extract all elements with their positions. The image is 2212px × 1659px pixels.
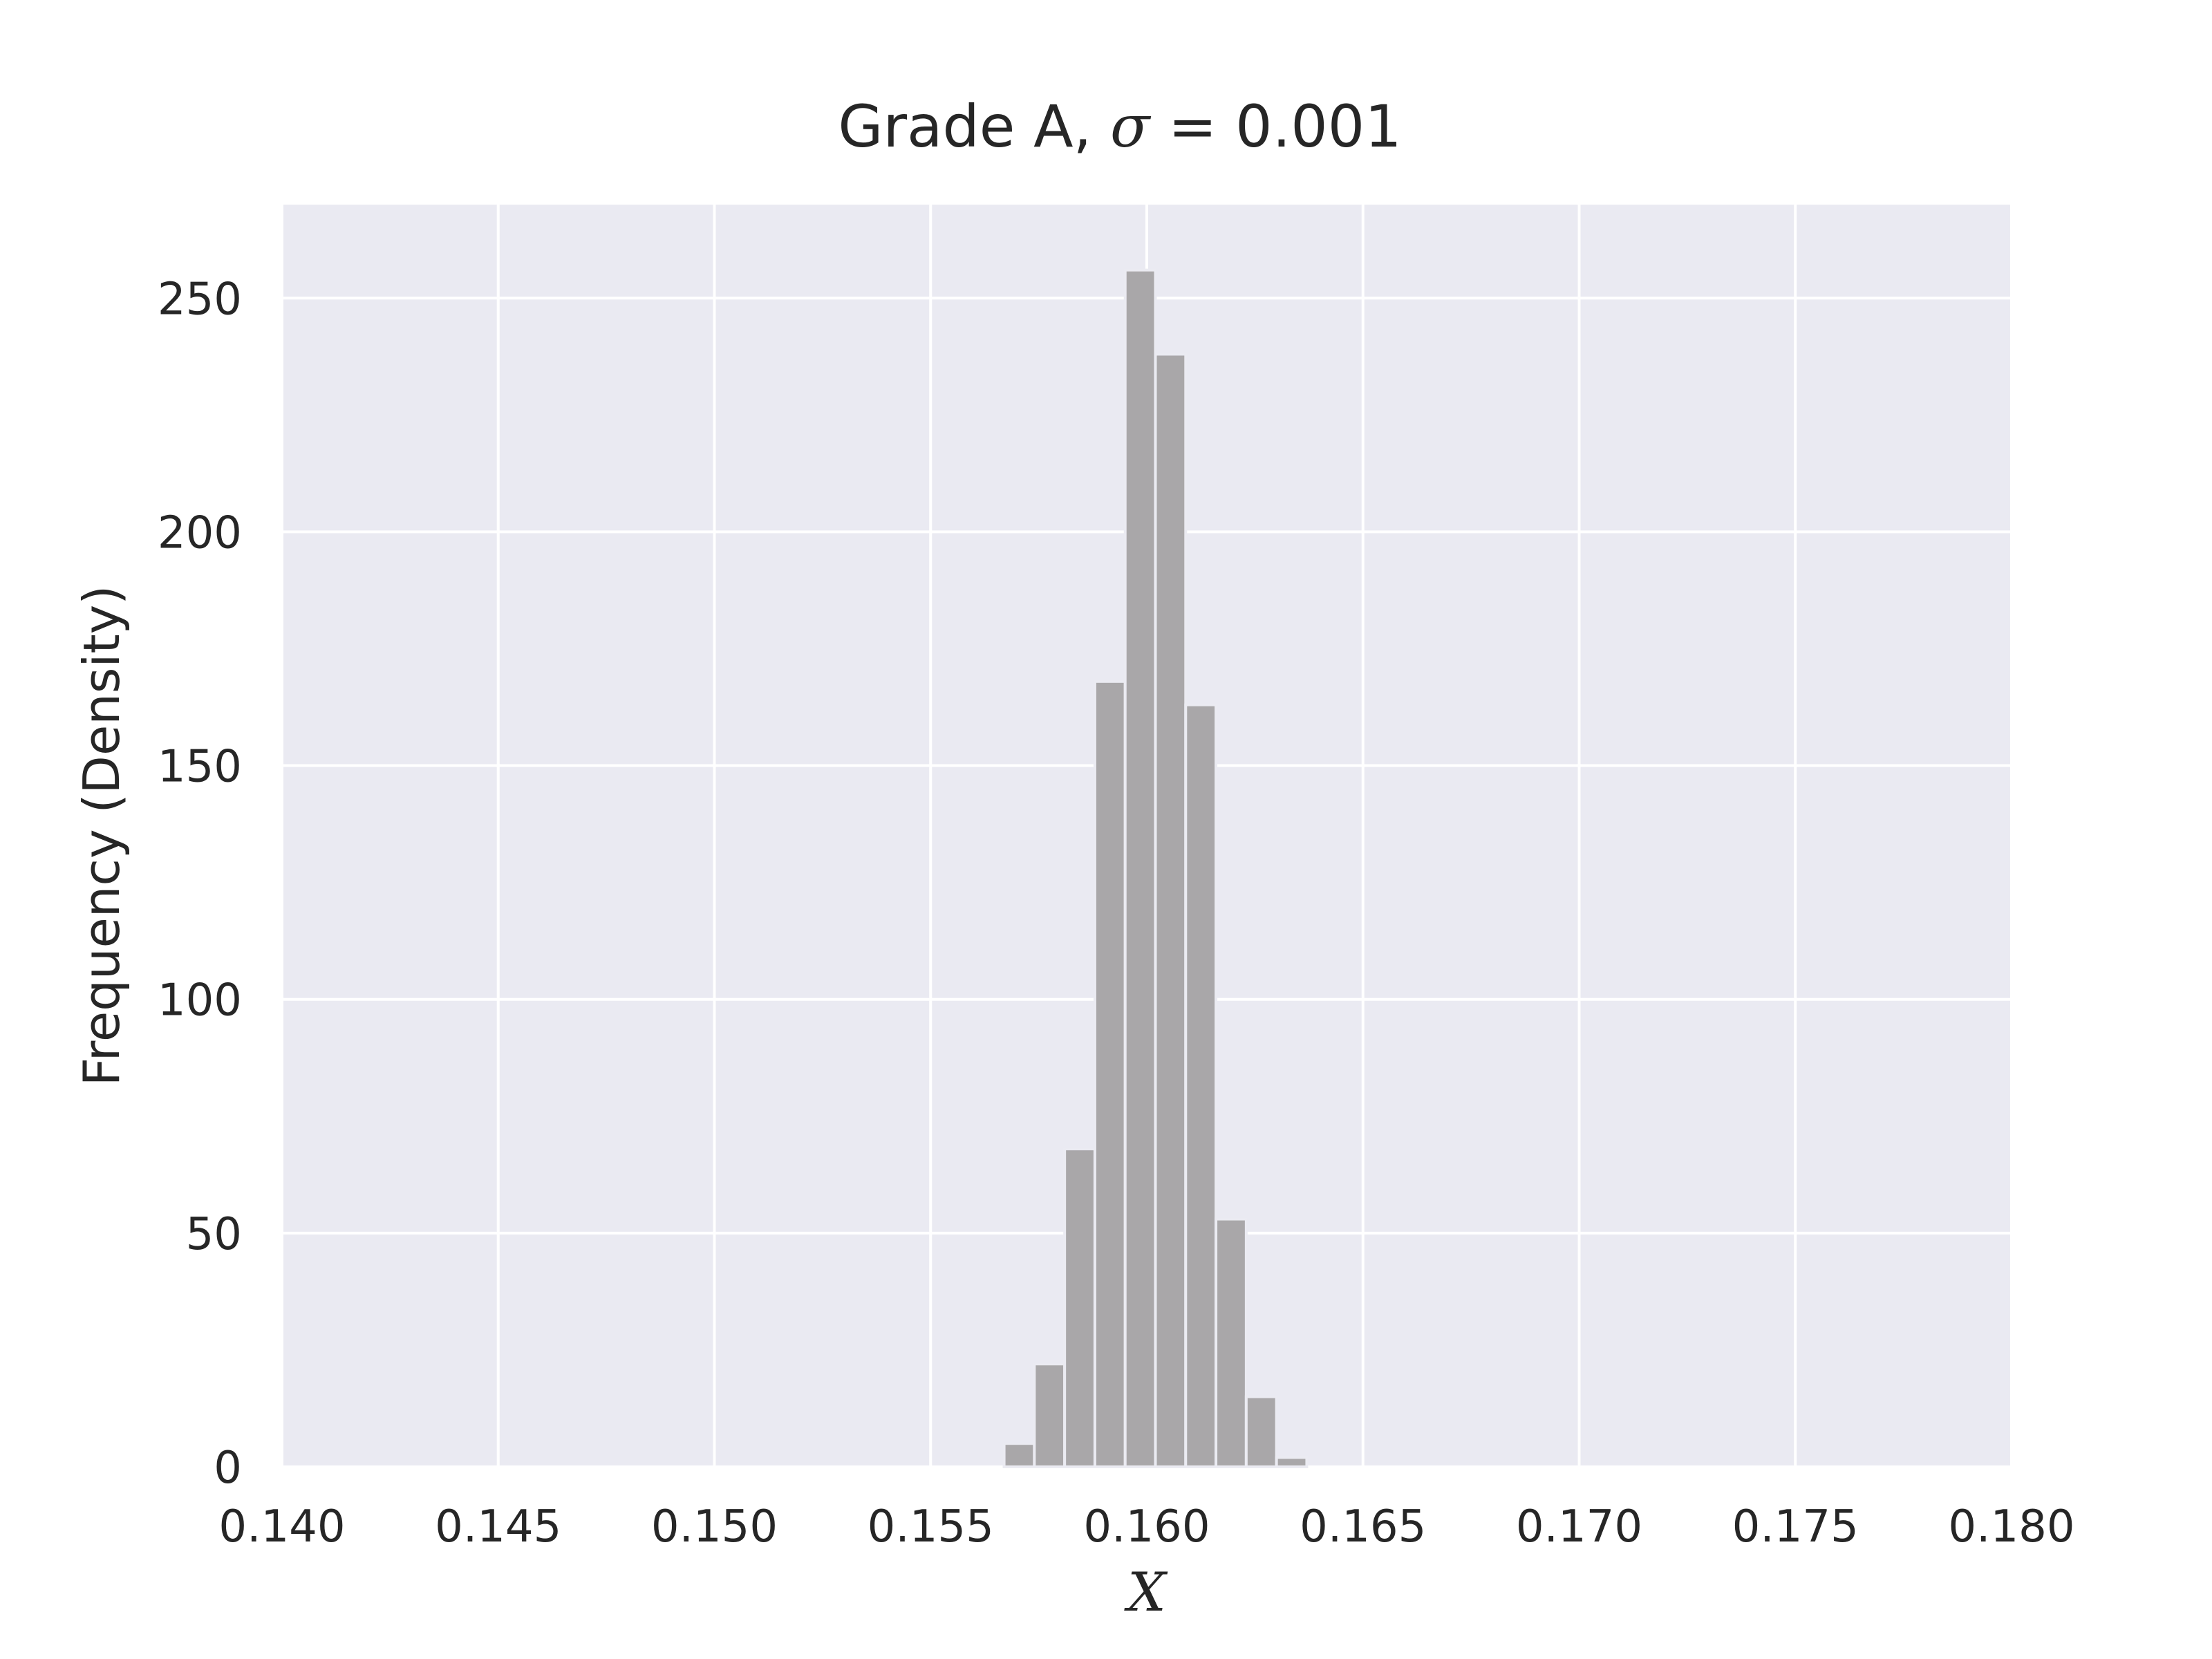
histogram-bar [1215, 1217, 1248, 1469]
histogram-bar [1002, 1442, 1036, 1469]
chart-title: Grade A, σ = 0.001 [838, 93, 1401, 160]
x-tick-label: 0.175 [1732, 1501, 1859, 1553]
y-axis-label: Frequency (Density) [73, 585, 131, 1087]
x-tick-labels: 0.140 0.145 0.150 0.155 0.160 0.165 0.170 0.175… [218, 1501, 2074, 1553]
chart-title-prefix: Grade A, [838, 93, 1110, 160]
histogram-bar [1033, 1362, 1067, 1469]
y-tick-label: 250 [158, 274, 242, 325]
x-tick-label: 0.165 [1300, 1501, 1426, 1553]
x-tick-label: 0.155 [868, 1501, 994, 1553]
histogram-bar [1093, 679, 1127, 1468]
histogram-bar [1063, 1147, 1096, 1468]
y-tick-label: 100 [158, 975, 242, 1027]
y-tick-labels: 0 50 100 150 200 250 [158, 274, 242, 1494]
chart-title-suffix: = 0.001 [1150, 93, 1401, 160]
x-tick-label: 0.150 [651, 1501, 778, 1553]
x-tick-label: 0.180 [1948, 1501, 2074, 1553]
histogram-bar [1275, 1456, 1309, 1469]
histogram-bars [1002, 268, 1309, 1469]
histogram-bar [1154, 353, 1188, 1468]
histogram-bar [1184, 703, 1218, 1468]
x-tick-label: 0.140 [218, 1501, 345, 1553]
y-tick-label: 50 [186, 1209, 242, 1260]
y-tick-label: 200 [158, 507, 242, 559]
chart-title-symbol: σ [1110, 93, 1152, 160]
histogram-bar [1123, 268, 1157, 1468]
x-axis-label: X [1123, 1562, 1168, 1624]
x-tick-label: 0.170 [1516, 1501, 1642, 1553]
y-tick-label: 0 [214, 1443, 242, 1494]
x-tick-label: 0.145 [435, 1501, 561, 1553]
y-tick-label: 150 [158, 742, 242, 793]
x-tick-label: 0.160 [1083, 1501, 1210, 1553]
histogram-bar [1244, 1395, 1278, 1468]
